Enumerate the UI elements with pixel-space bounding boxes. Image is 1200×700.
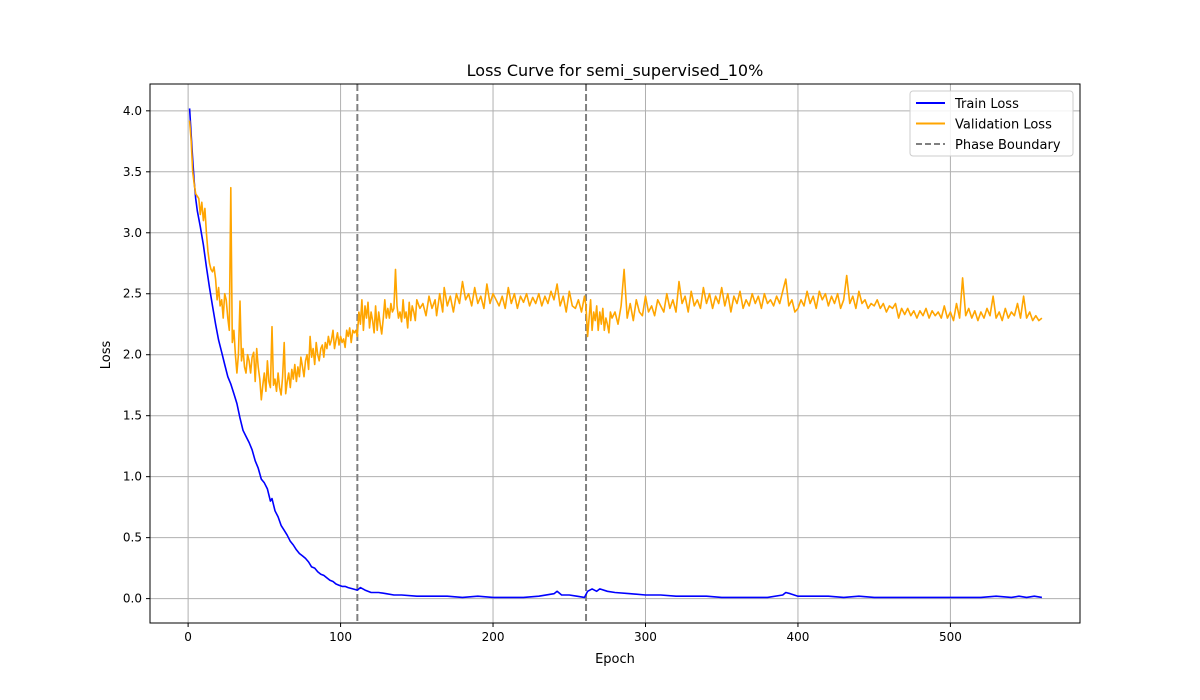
x-tick-label: 100 (329, 630, 352, 644)
y-axis-label: Loss (99, 341, 114, 370)
train-loss-line (188, 108, 1043, 599)
plot-area-frame (149, 83, 1081, 624)
y-tick-label: 1.5 (123, 409, 142, 423)
legend-label-validation-loss: Validation Loss (955, 118, 1052, 133)
x-tick-label: 300 (634, 630, 657, 644)
grid-lines (150, 84, 1080, 623)
legend-label-phase-boundary: Phase Boundary (955, 138, 1061, 153)
y-tick-label: 3.0 (123, 226, 142, 240)
x-axis-ticks: 0 100 200 300 400 500 (184, 623, 962, 644)
legend-label-train-loss: Train Loss (954, 97, 1019, 112)
x-tick-label: 500 (939, 630, 962, 644)
chart-title: Loss Curve for semi_supervised_10% (467, 61, 764, 81)
x-tick-label: 200 (482, 630, 505, 644)
legend: Train Loss Validation Loss Phase Boundary (909, 90, 1074, 157)
y-tick-label: 1.0 (123, 470, 142, 484)
y-tick-label: 2.0 (123, 348, 142, 362)
y-tick-label: 4.0 (123, 104, 142, 118)
x-axis-label: Epoch (595, 652, 635, 667)
y-tick-label: 0.0 (123, 592, 142, 606)
y-tick-label: 0.5 (123, 531, 142, 545)
y-axis-ticks: 0.0 0.5 1.0 1.5 2.0 2.5 3.0 3.5 4.0 (123, 104, 150, 606)
legend-box (909, 90, 1074, 157)
y-tick-label: 3.5 (123, 165, 142, 179)
x-tick-label: 400 (786, 630, 809, 644)
x-tick-label: 0 (184, 630, 192, 644)
validation-loss-line (188, 120, 1043, 401)
y-tick-label: 2.5 (123, 287, 142, 301)
series-lines (188, 108, 1043, 599)
